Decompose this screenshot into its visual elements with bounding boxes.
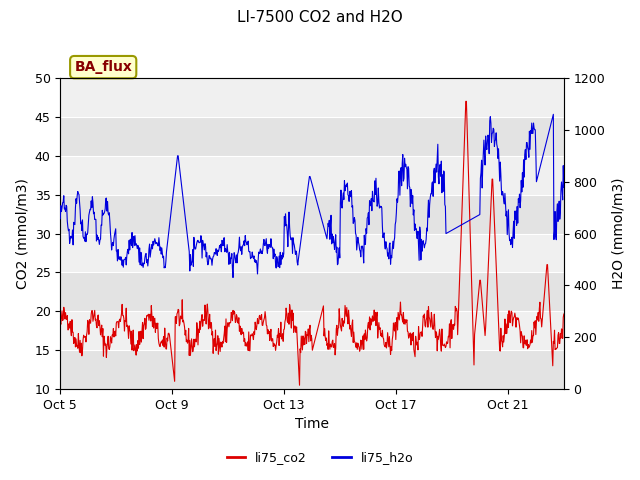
Legend: li75_co2, li75_h2o: li75_co2, li75_h2o [221,446,419,469]
Text: BA_flux: BA_flux [74,60,132,74]
Bar [60,350,564,389]
Bar [60,117,564,156]
Text: LI-7500 CO2 and H2O: LI-7500 CO2 and H2O [237,10,403,24]
Bar [60,273,564,312]
Bar [60,195,564,234]
X-axis label: Time: Time [295,418,329,432]
Y-axis label: H2O (mmol/m3): H2O (mmol/m3) [611,178,625,289]
Y-axis label: CO2 (mmol/m3): CO2 (mmol/m3) [15,178,29,289]
